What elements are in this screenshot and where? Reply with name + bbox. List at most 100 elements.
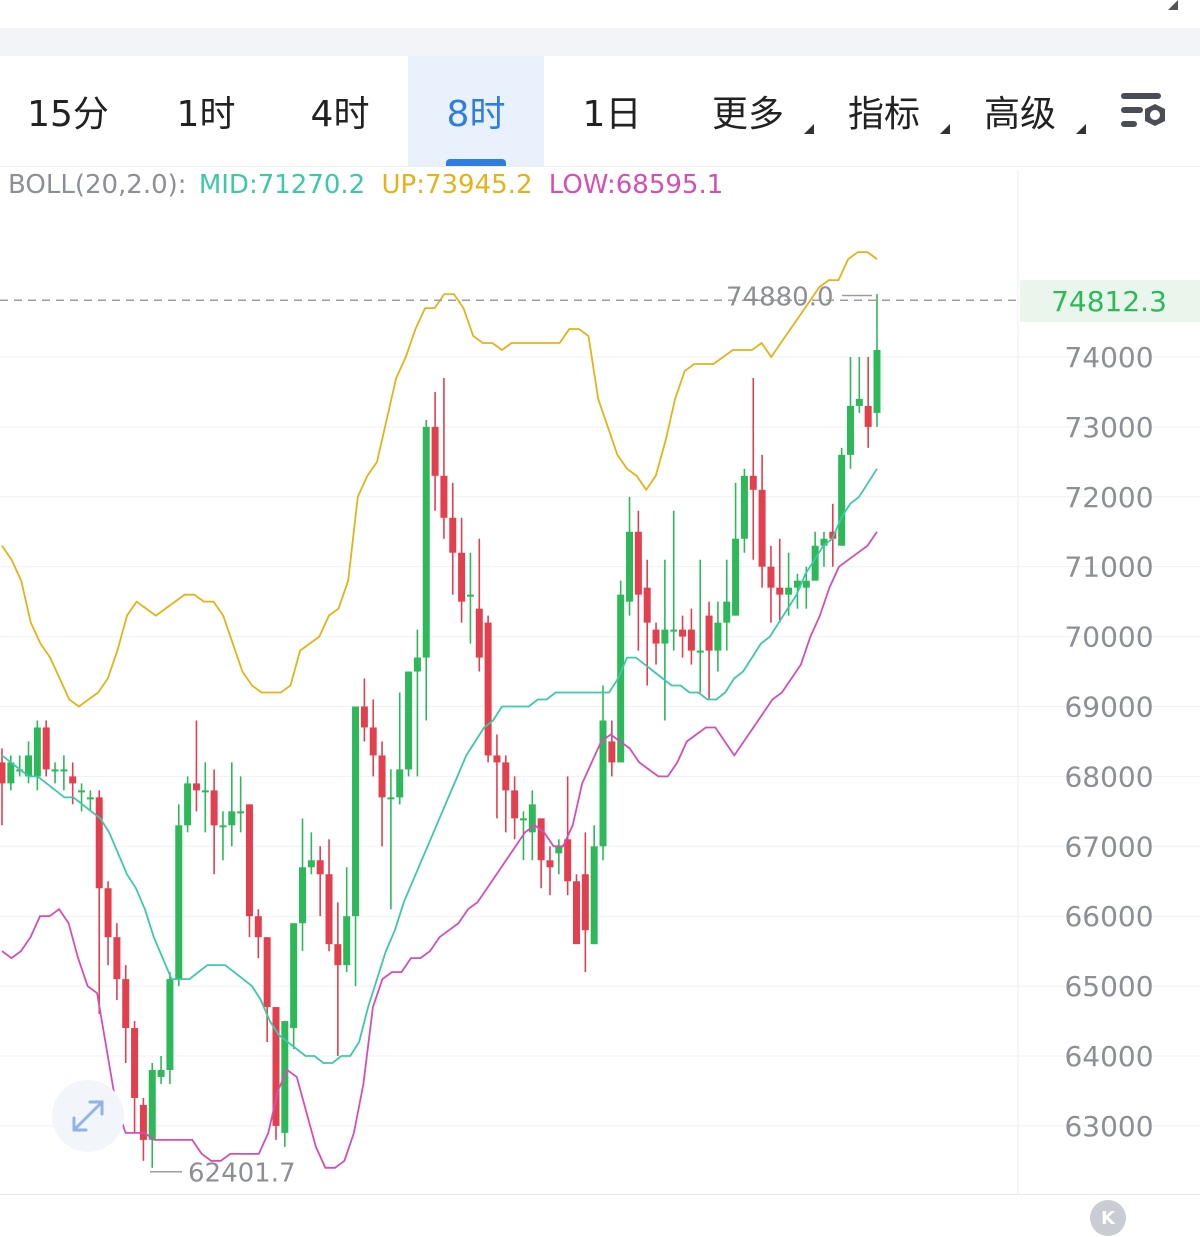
candle-body: [33, 727, 41, 777]
candle-body: [466, 594, 474, 597]
candle-body: [661, 629, 669, 644]
tab-label: 8时: [446, 94, 506, 135]
candle-body: [696, 650, 704, 653]
candle-body: [422, 426, 430, 658]
candle-body: [413, 657, 421, 672]
candle-body: [555, 846, 563, 854]
candle-body: [643, 587, 651, 623]
tab-0[interactable]: 15分: [0, 56, 136, 166]
candle-body: [219, 825, 227, 828]
candle-body: [484, 622, 492, 756]
tab-label: 更多: [711, 94, 784, 135]
candle-body: [537, 818, 545, 861]
candle-body: [405, 671, 413, 770]
tab-1[interactable]: 1时: [140, 56, 272, 166]
y-axis-tick-label: 73000: [1064, 411, 1153, 444]
tab-label: 4时: [310, 94, 370, 135]
candle-body: [873, 350, 881, 413]
candle-body: [16, 769, 24, 772]
candle-body: [131, 1028, 139, 1098]
candlestick-chart[interactable]: 74000 73000 72000 71000 70000 69000 68000 67000…: [0, 170, 1200, 1195]
candle-body: [431, 426, 439, 476]
candle-body: [104, 888, 112, 938]
candle-body: [519, 818, 527, 821]
candle-body: [192, 783, 200, 791]
tab-3[interactable]: 8时: [408, 56, 544, 166]
candle-body: [546, 860, 554, 868]
candle-body: [811, 545, 819, 581]
candle-body: [201, 790, 209, 793]
candle-body: [502, 762, 510, 791]
candle-body: [148, 1069, 156, 1140]
candle-body: [369, 727, 377, 756]
candle-body: [776, 587, 784, 595]
y-axis-tick-label: 72000: [1064, 481, 1153, 514]
candle-body: [139, 1104, 147, 1140]
tab-label: 15分: [27, 94, 109, 135]
candle-body: [86, 797, 94, 800]
candle-body: [343, 916, 351, 966]
candle-body: [679, 629, 687, 637]
dropdown-triangle-icon: [804, 124, 814, 134]
candle-body: [740, 475, 748, 539]
candle-body: [60, 769, 68, 772]
candle-body: [581, 874, 589, 931]
candle-body: [758, 489, 766, 567]
tab-5[interactable]: 更多: [680, 56, 816, 166]
top-bar: [0, 0, 1200, 28]
candle-body: [378, 755, 386, 798]
candle-body: [228, 811, 236, 826]
tab-6[interactable]: 指标: [816, 56, 952, 166]
candle-body: [299, 867, 307, 924]
candle-body: [237, 811, 245, 814]
dropdown-triangle-icon: [940, 124, 950, 134]
candle-body: [767, 566, 775, 588]
boll-mid: MID:71270.2: [198, 170, 366, 200]
tab-label: 高级: [983, 94, 1056, 135]
candle-body: [732, 538, 740, 616]
candle-body: [590, 846, 598, 945]
candle-body: [42, 727, 50, 770]
boll-mid-line: [1, 468, 878, 1064]
candle-body: [0, 762, 6, 784]
candle-body: [396, 769, 404, 798]
y-axis-tick-label: 70000: [1064, 621, 1153, 654]
candle-body: [634, 531, 642, 595]
candle-body: [263, 937, 271, 1008]
y-axis-tick-label: 71000: [1064, 551, 1153, 584]
low-price-marker: 62401.7: [188, 1159, 296, 1189]
candle-body: [25, 755, 33, 777]
y-axis-tick-label: 74000: [1064, 341, 1153, 374]
candle-body: [864, 405, 872, 427]
candle-body: [7, 762, 15, 784]
candle-body: [210, 790, 218, 826]
expand-chart-button[interactable]: [52, 1080, 124, 1152]
current-price-box: [1020, 280, 1200, 322]
candle-body: [69, 776, 77, 784]
tab-2[interactable]: 4时: [272, 56, 408, 166]
boll-up: UP:73945.2: [381, 170, 533, 200]
y-axis-tick-label: 69000: [1064, 691, 1153, 724]
k-icon: K: [1101, 1207, 1115, 1229]
boll-name: BOLL(20,2.0):: [8, 170, 187, 200]
bottom-divider: [0, 1194, 1200, 1195]
candle-body: [449, 517, 457, 553]
candle-body: [166, 979, 174, 1070]
candle-body: [793, 580, 801, 588]
chart-settings-button[interactable]: [1110, 56, 1180, 166]
candle-body: [528, 804, 536, 833]
tab-label: 指标: [847, 94, 920, 135]
current-price-label: 74812.3: [1051, 285, 1167, 318]
candle-body: [493, 755, 501, 763]
candle-body: [475, 608, 483, 658]
candle-body: [95, 797, 103, 889]
active-tab-indicator: [446, 159, 506, 166]
candle-body: [245, 804, 253, 917]
scroll-to-latest-button[interactable]: K: [1090, 1200, 1126, 1236]
tab-7[interactable]: 高级: [952, 56, 1088, 166]
tab-4[interactable]: 1日: [544, 56, 680, 166]
candle-body: [334, 944, 342, 966]
header-strip: [0, 28, 1200, 56]
candle-body: [184, 783, 192, 826]
chart-settings-icon: [1121, 93, 1165, 127]
